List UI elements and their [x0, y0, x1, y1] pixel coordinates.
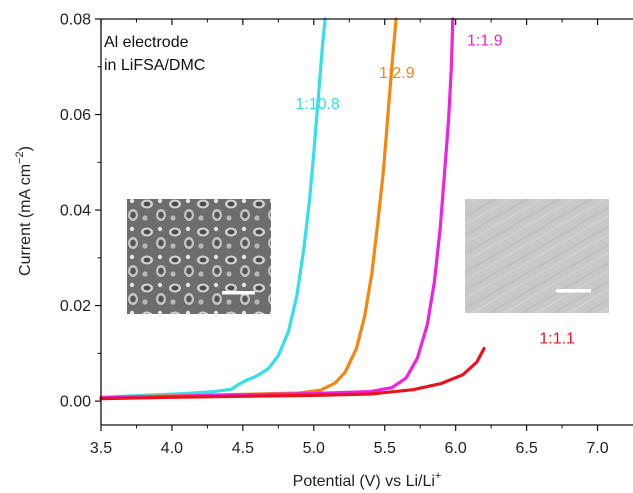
x-axis-title: Potential (V) vs Li/Li+	[293, 470, 442, 490]
y-tick-label: 0.00	[60, 394, 91, 411]
series-label: 1:10.8	[295, 96, 340, 113]
series-label: 1:2.9	[379, 65, 415, 82]
y-tick-label: 0.02	[60, 298, 91, 315]
series-line	[99, 17, 327, 399]
x-tick-label: 7.0	[586, 440, 608, 457]
annotation-line-1: Al electrode	[104, 34, 189, 51]
y-axis-title-prefix: Current (mA cm	[17, 164, 34, 276]
axes-frame	[100, 18, 633, 426]
series-label: 1:1.9	[467, 32, 503, 49]
annotation-line-2: in LiFSA/DMC	[104, 57, 205, 74]
y-tick-label: 0.08	[60, 12, 91, 29]
x-tick-label: 6.0	[445, 440, 467, 457]
y-axis-title: Current (mA cm−2)	[14, 146, 34, 276]
sem-inset-smooth	[465, 199, 609, 313]
x-tick-label: 4.0	[161, 440, 183, 457]
sem-image-pitted	[127, 199, 271, 314]
sem-image-smooth	[465, 199, 609, 313]
y-axis-title-suffix: )	[17, 146, 34, 151]
x-axis-title-sup: +	[435, 470, 441, 482]
x-tick-label: 5.5	[374, 440, 396, 457]
series-line	[99, 347, 486, 401]
sem-inset-pitted	[127, 199, 271, 314]
y-axis-title-sup: −2	[14, 151, 26, 164]
y-tick-label: 0.06	[60, 107, 91, 124]
y-tick-label: 0.04	[60, 203, 91, 220]
scale-bar	[556, 289, 591, 293]
series-labels: 1:10.8 1:2.9 1:1.9 1:1.1	[295, 32, 575, 347]
x-tick-label: 5.0	[303, 440, 325, 457]
series-label: 1:1.1	[539, 330, 575, 347]
x-tick-label: 6.5	[515, 440, 537, 457]
x-tick-label: 4.5	[232, 440, 254, 457]
series-lines	[99, 17, 486, 401]
tick-labels: 3.5 4.0 4.5 5.0 5.5 6.0 6.5 7.0 0.00 0.02 0.04 0.06…	[60, 12, 609, 458]
scale-bar	[222, 291, 255, 295]
x-axis-title-text: Potential (V) vs Li/Li	[293, 473, 435, 490]
x-tick-label: 3.5	[90, 440, 112, 457]
